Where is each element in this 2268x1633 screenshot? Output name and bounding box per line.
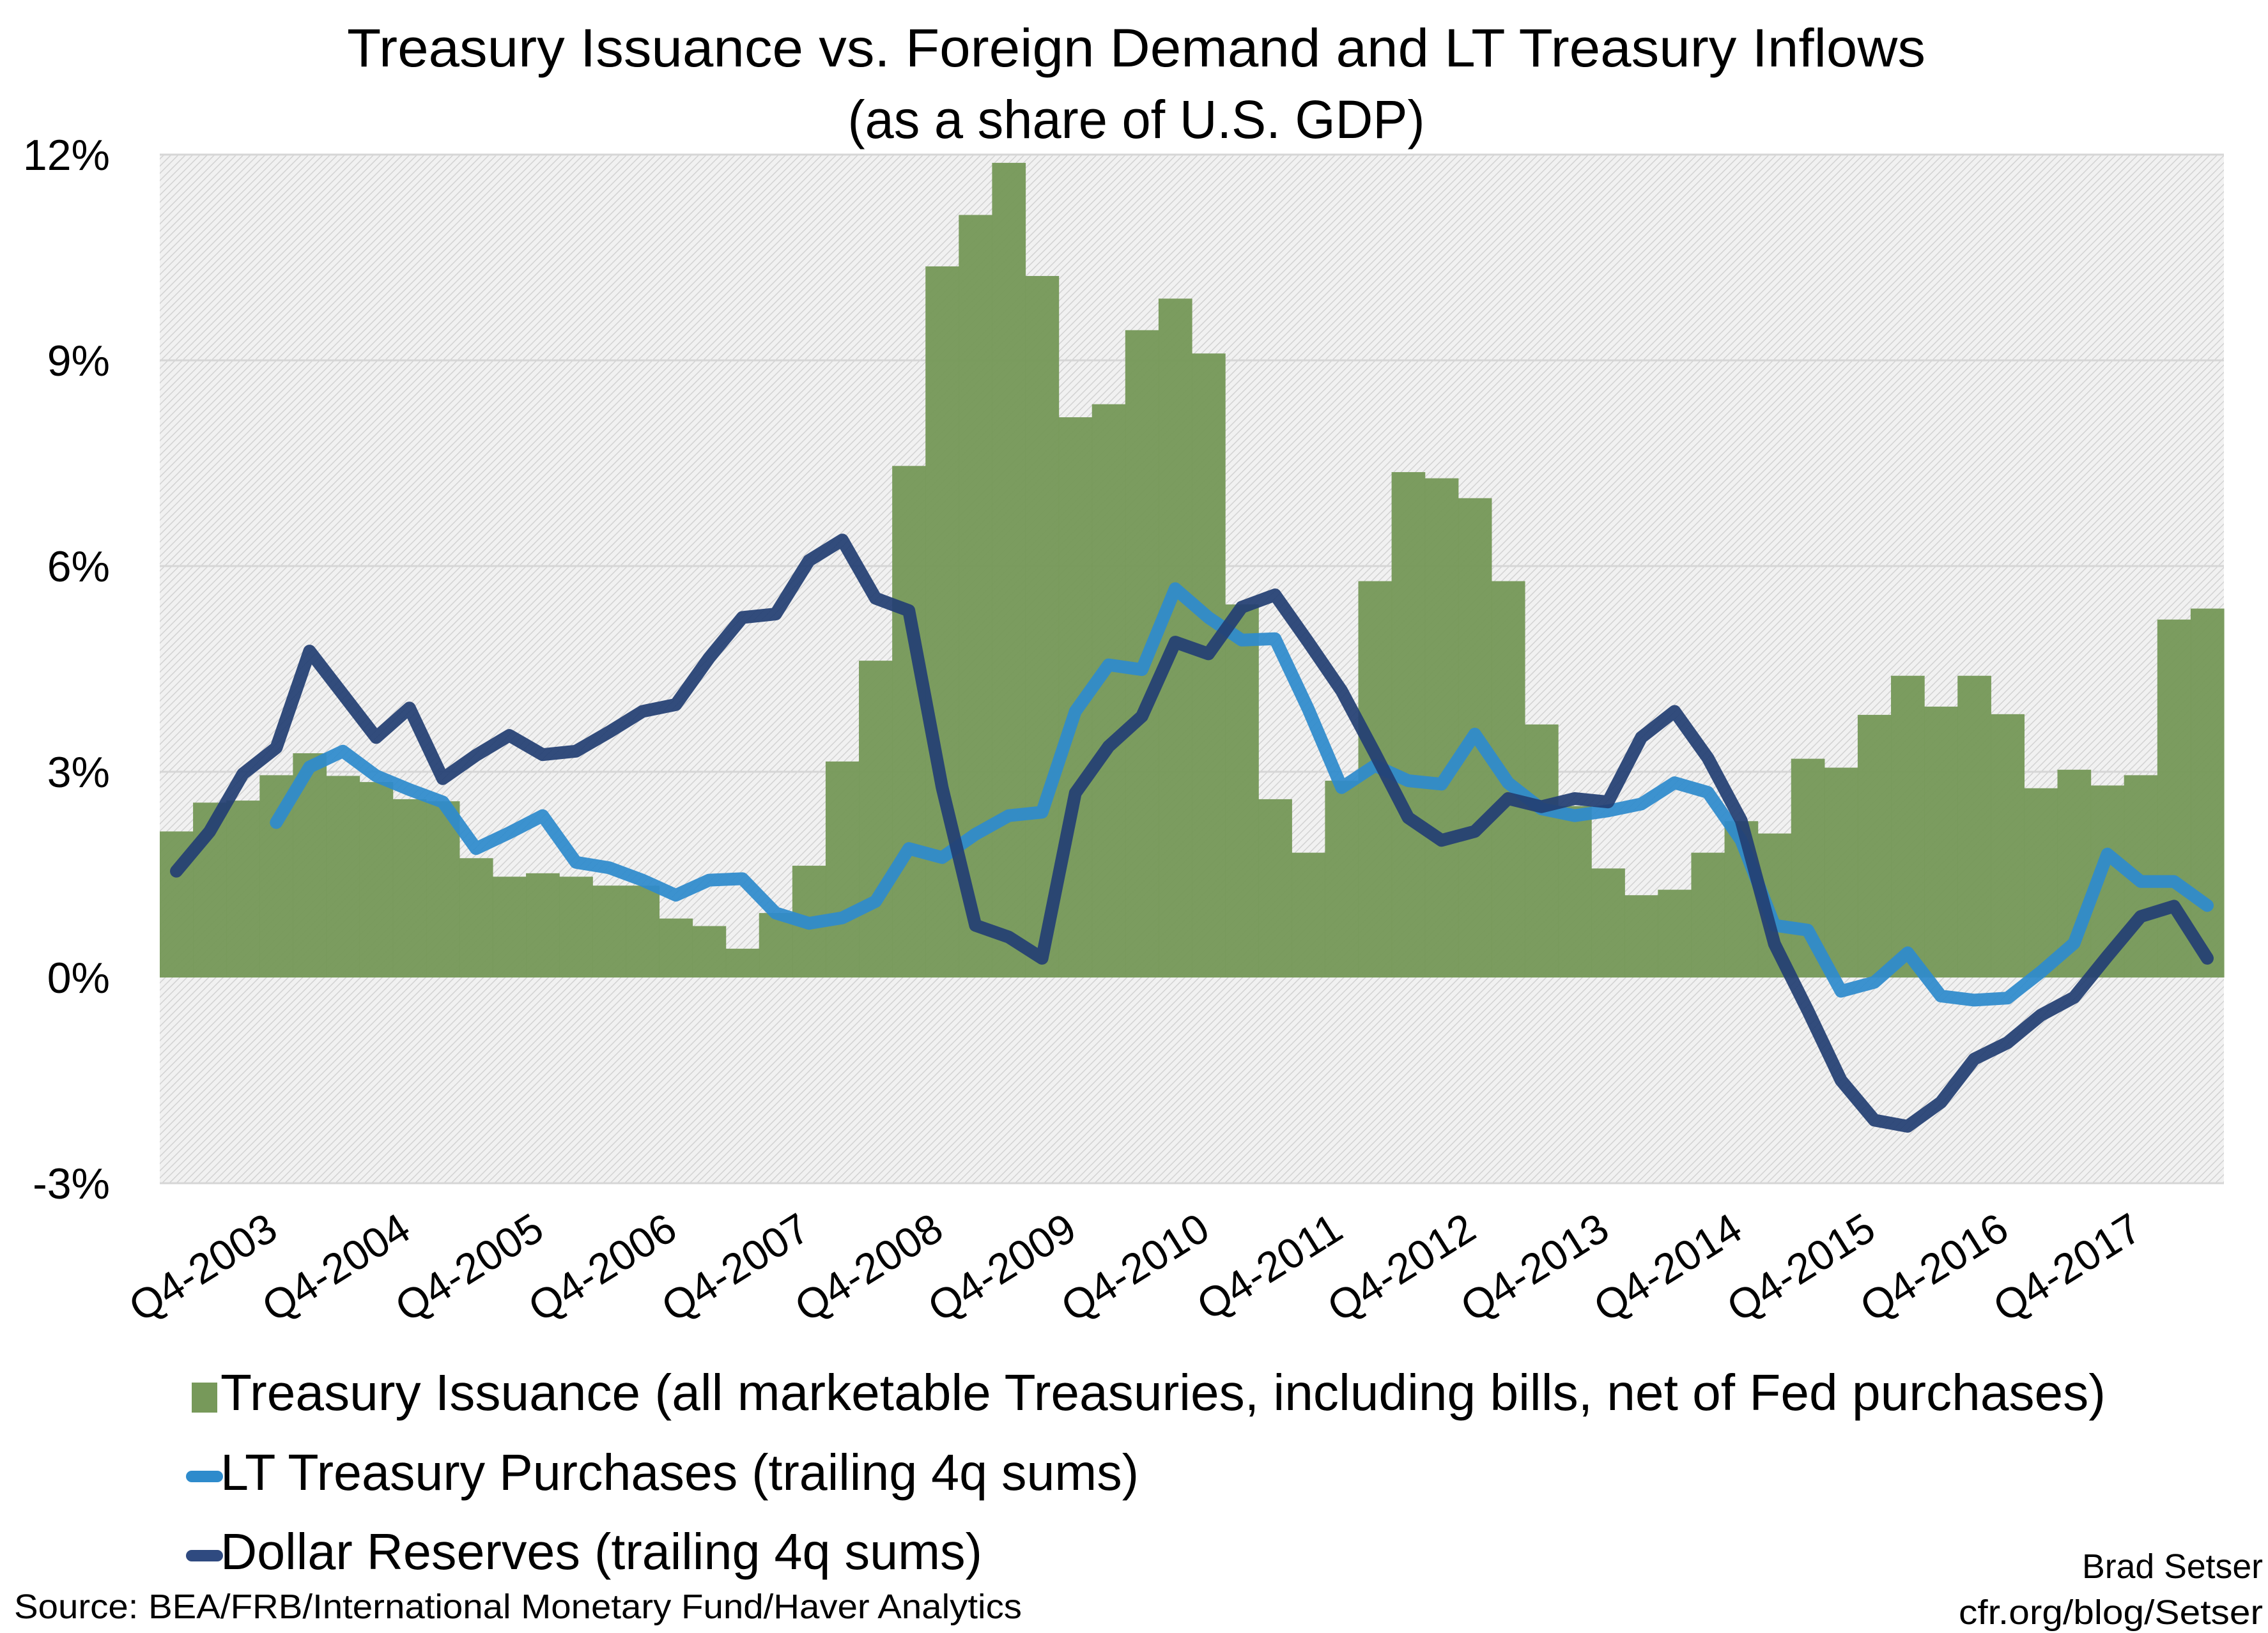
legend-label-lt-treasury-purchases: LT Treasury Purchases (trailing 4q sums) <box>220 1444 1139 1501</box>
legend-swatch-treasury-issuance <box>192 1383 217 1413</box>
bar-Q1-2005 <box>426 801 460 977</box>
y-axis-ticks: -3% 0% 3% 6% 9% 12% <box>23 131 110 1208</box>
bar-Q3-2014 <box>1691 852 1725 977</box>
bar-Q4-2004 <box>392 799 427 977</box>
line-lt-treasury-purchases <box>270 582 2214 1007</box>
bar-Q1-2011 <box>1225 604 1259 977</box>
source-note: Source: BEA/FRB/International Monetary F… <box>14 1588 1022 1626</box>
bar-Q1-2006 <box>559 877 593 977</box>
bar-Q3-2016 <box>1957 675 1991 977</box>
chart-subtitle: (as a share of U.S. GDP) <box>848 89 1425 150</box>
bar-Q1-2008 <box>825 761 860 977</box>
bar-Q2-2006 <box>592 885 626 977</box>
author-credit: Brad Setser <box>2082 1547 2263 1586</box>
bar-Q4-2006 <box>659 918 693 977</box>
legend-label-treasury-issuance: Treasury Issuance (all marketable Treasu… <box>220 1364 2106 1421</box>
bar-Q4-2005 <box>526 873 560 977</box>
bar-Q2-2004 <box>326 776 360 977</box>
chart-title: Treasury Issuance vs. Foreign Demand and… <box>347 18 1925 78</box>
bar-Q2-2009 <box>992 162 1026 977</box>
y-tick-label: 3% <box>47 748 110 797</box>
bar-Q1-2014 <box>1624 895 1658 977</box>
bar-Q3-2012 <box>1424 478 1459 977</box>
x-tick-label: Q4-2003 <box>121 1204 285 1331</box>
bar-Q4-2015 <box>1857 714 1892 977</box>
legend-label-dollar-reserves: Dollar Reserves (trailing 4q sums) <box>220 1523 982 1580</box>
bar-Q2-2018 <box>2190 608 2225 977</box>
y-tick-label: -3% <box>33 1160 110 1208</box>
x-tick-label: Q4-2014 <box>1585 1204 1750 1331</box>
bar-Q4-2011 <box>1325 780 1359 977</box>
bar-Q4-2016 <box>1991 714 2025 977</box>
x-tick-label: Q4-2005 <box>387 1204 551 1331</box>
bar-Q1-2017 <box>2024 788 2058 977</box>
line-dollar-reserves <box>170 533 2214 1133</box>
y-tick-label: 0% <box>47 954 110 1002</box>
legend: Treasury Issuance (all marketable Treasu… <box>186 1364 2106 1580</box>
y-tick-label: 9% <box>47 337 110 385</box>
bar-Q2-2014 <box>1658 889 1692 977</box>
bar-Q1-2007 <box>692 926 727 977</box>
x-tick-label: Q4-2004 <box>254 1204 418 1331</box>
bar-Q3-2006 <box>626 885 660 977</box>
y-tick-label: 12% <box>23 131 110 180</box>
bar-Q2-2005 <box>459 858 493 977</box>
y-tick-label: 6% <box>47 542 110 591</box>
bar-Q2-2011 <box>1258 799 1292 977</box>
bar-Q3-2013 <box>1558 806 1592 977</box>
bar-Q3-2004 <box>359 782 394 977</box>
x-tick-label: Q4-2012 <box>1319 1204 1483 1331</box>
bar-Q4-2010 <box>1192 353 1226 977</box>
bar-Q1-2009 <box>959 215 993 977</box>
bar-Q3-2003 <box>226 801 260 977</box>
x-tick-label: Q4-2010 <box>1053 1204 1217 1331</box>
x-tick-label: Q4-2007 <box>653 1204 817 1331</box>
bar-Q2-2013 <box>1524 724 1559 977</box>
bar-Q3-2015 <box>1824 767 1858 977</box>
bar-series-treasury-issuance <box>160 162 2225 978</box>
bar-Q2-2008 <box>859 661 893 977</box>
x-tick-label: Q4-2015 <box>1718 1204 1883 1331</box>
x-tick-label: Q4-2013 <box>1453 1204 1617 1331</box>
bar-Q1-2016 <box>1891 675 1925 977</box>
x-tick-label: Q4-2009 <box>920 1204 1084 1331</box>
bar-Q3-2008 <box>892 466 926 977</box>
bar-Q3-2011 <box>1292 852 1325 977</box>
x-tick-label: Q4-2011 <box>1189 1204 1350 1329</box>
bar-Q2-2007 <box>725 948 760 977</box>
bar-Q3-2007 <box>759 913 793 977</box>
bar-Q4-2008 <box>925 266 959 977</box>
line-series <box>170 533 2214 1133</box>
bar-Q2-2012 <box>1391 471 1426 977</box>
x-tick-label: Q4-2017 <box>1985 1204 2149 1331</box>
x-tick-label: Q4-2006 <box>520 1204 684 1331</box>
bar-Q3-2005 <box>492 877 527 977</box>
bar-Q3-2009 <box>1025 275 1060 978</box>
author-site: cfr.org/blog/Setser <box>1959 1593 2263 1632</box>
bar-Q2-2016 <box>1924 707 1958 977</box>
x-tick-label: Q4-2008 <box>787 1204 951 1331</box>
x-axis-ticks: Q4-2003Q4-2004Q4-2005Q4-2006Q4-2007Q4-20… <box>121 1204 2149 1331</box>
x-tick-label: Q4-2016 <box>1852 1204 2016 1331</box>
bar-Q4-2013 <box>1591 868 1625 977</box>
